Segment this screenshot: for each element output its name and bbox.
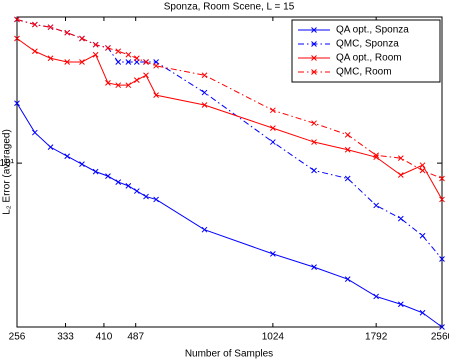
data-point bbox=[201, 102, 208, 108]
data-point bbox=[344, 276, 351, 282]
legend-label: QMC, Room bbox=[336, 67, 392, 78]
data-point bbox=[79, 35, 85, 42]
x-tick-label: 487 bbox=[127, 332, 144, 343]
legend-label: QMC, Sponza bbox=[336, 39, 399, 50]
data-point bbox=[153, 62, 159, 69]
legend-marker bbox=[311, 69, 317, 75]
data-point bbox=[14, 100, 20, 107]
data-point bbox=[105, 45, 111, 51]
series-line bbox=[16, 38, 443, 200]
data-point bbox=[311, 167, 317, 174]
data-point bbox=[64, 59, 71, 65]
legend: QA opt., Sponza QMC, Sponza QA opt., Room Q… bbox=[291, 19, 441, 83]
data-point bbox=[419, 162, 426, 169]
y-axis-label: L₂ Error (averaged) bbox=[2, 129, 13, 215]
plot-frame bbox=[16, 16, 443, 328]
data-point bbox=[133, 77, 140, 83]
series-line bbox=[16, 103, 443, 328]
data-point bbox=[419, 232, 426, 239]
data-point bbox=[439, 324, 445, 330]
data-point bbox=[397, 215, 404, 222]
data-point bbox=[105, 79, 111, 86]
data-point bbox=[32, 48, 38, 55]
data-point bbox=[133, 188, 140, 194]
data-point bbox=[373, 293, 380, 300]
data-point bbox=[14, 35, 20, 42]
data-point bbox=[419, 309, 426, 316]
data-point bbox=[105, 173, 111, 179]
data-point bbox=[92, 51, 99, 58]
data-point bbox=[439, 196, 445, 203]
data-point bbox=[64, 29, 71, 36]
data-point bbox=[373, 202, 380, 209]
x-tick-label: 410 bbox=[96, 332, 113, 343]
data-point bbox=[125, 59, 132, 65]
data-point bbox=[115, 59, 122, 65]
data-point bbox=[201, 89, 208, 96]
data-point bbox=[153, 92, 159, 98]
data-point bbox=[14, 16, 20, 23]
data-point bbox=[270, 251, 276, 257]
legend-marker bbox=[311, 55, 317, 61]
data-point bbox=[64, 153, 71, 160]
data-point bbox=[270, 139, 276, 145]
data-point bbox=[311, 264, 317, 271]
data-point bbox=[115, 179, 122, 185]
data-point bbox=[270, 107, 276, 114]
data-point bbox=[92, 168, 99, 175]
x-tick-label: 333 bbox=[57, 332, 74, 343]
data-point bbox=[79, 59, 85, 65]
data-point bbox=[143, 59, 149, 65]
data-point bbox=[201, 72, 208, 79]
x-tick-label: 1024 bbox=[262, 332, 285, 343]
data-point bbox=[397, 172, 404, 178]
data-point bbox=[344, 175, 351, 182]
data-point bbox=[47, 144, 54, 150]
legend-label: QA opt., Sponza bbox=[336, 25, 409, 36]
data-point bbox=[419, 167, 426, 174]
data-point bbox=[344, 132, 351, 138]
data-point bbox=[143, 193, 149, 200]
chart-title: Sponza, Room Scene, L = 15 bbox=[164, 2, 295, 13]
data-point bbox=[133, 55, 140, 62]
data-point bbox=[344, 146, 351, 153]
data-point bbox=[47, 55, 54, 62]
data-point bbox=[373, 154, 380, 161]
x-tick-label: 2560 bbox=[431, 332, 449, 343]
x-axis-label: Number of Samples bbox=[185, 349, 273, 360]
data-point bbox=[115, 82, 122, 89]
data-point bbox=[79, 161, 85, 168]
legend-label: QA opt., Room bbox=[336, 53, 402, 64]
y-tick-label: 10¹ bbox=[0, 158, 15, 169]
data-point bbox=[373, 152, 380, 159]
x-tick-label: 256 bbox=[9, 332, 26, 343]
data-point bbox=[397, 155, 404, 162]
data-point bbox=[439, 256, 445, 262]
data-point bbox=[32, 21, 38, 28]
legend-marker bbox=[311, 27, 317, 33]
data-point bbox=[125, 182, 132, 189]
data-point bbox=[397, 301, 404, 308]
series-line bbox=[16, 18, 443, 179]
data-point bbox=[32, 129, 38, 136]
data-point bbox=[143, 72, 149, 79]
data-point bbox=[115, 48, 122, 55]
data-point bbox=[125, 51, 132, 58]
data-point bbox=[47, 24, 54, 31]
data-point bbox=[92, 41, 99, 48]
legend-marker bbox=[311, 41, 317, 47]
data-point bbox=[201, 226, 208, 233]
data-point bbox=[153, 196, 159, 203]
data-point bbox=[125, 82, 132, 89]
data-point bbox=[439, 175, 445, 182]
data-point bbox=[270, 125, 276, 131]
data-point bbox=[311, 120, 317, 127]
data-point bbox=[311, 139, 317, 145]
x-tick-label: 1792 bbox=[365, 332, 388, 343]
